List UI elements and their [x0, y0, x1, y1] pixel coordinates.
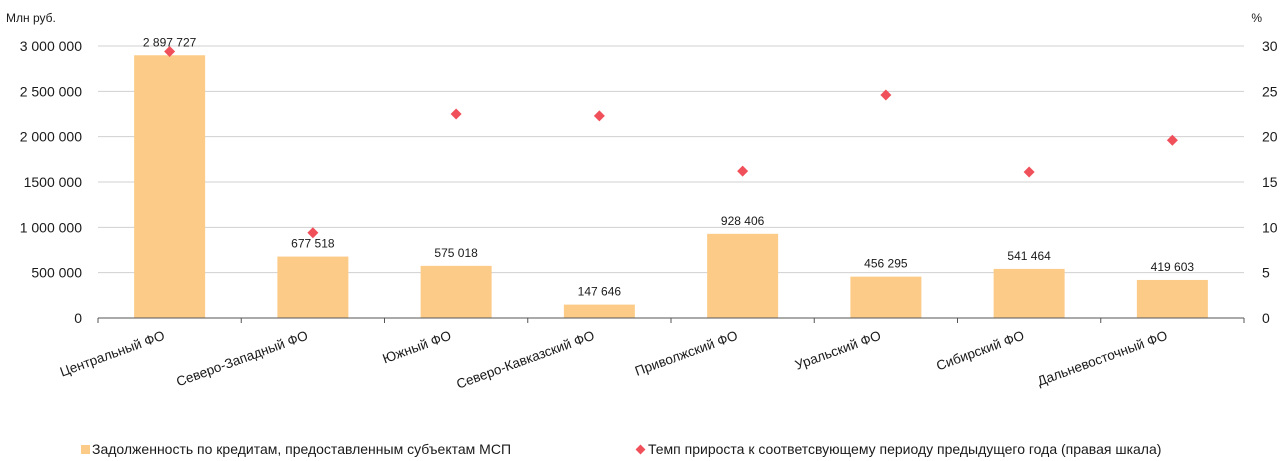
- left-tick-label: 1500 000: [24, 174, 83, 190]
- bar-value-label: 541 464: [1007, 249, 1051, 263]
- left-tick-label: 3 000 000: [20, 38, 82, 54]
- legend-bar-swatch: [81, 444, 90, 454]
- growth-rate-marker: [880, 89, 892, 101]
- bar: [850, 276, 922, 318]
- bar-value-label: 677 518: [291, 237, 335, 251]
- bar-value-label: 2 897 727: [143, 35, 197, 49]
- growth-rate-marker: [307, 227, 319, 239]
- bar: [420, 265, 492, 318]
- category-label: Уральский ФО: [793, 328, 883, 373]
- bar: [707, 233, 779, 318]
- category-label: Северо-Западный ФО: [174, 328, 310, 390]
- left-tick-label: 0: [74, 310, 82, 326]
- category-label: Дальневосточный ФО: [1035, 328, 1169, 389]
- category-label: Южный ФО: [380, 328, 453, 367]
- growth-rate-marker: [1166, 134, 1178, 146]
- growth-rate-marker: [593, 110, 605, 122]
- bar-value-label: 575 018: [434, 246, 478, 260]
- right-tick-label: 10: [1262, 219, 1278, 235]
- legend-markers-label: Темп прироста к соответсвующему периоду …: [648, 441, 1162, 457]
- right-tick-label: 20: [1262, 129, 1278, 145]
- legend-item-markers: Темп прироста к соответсвующему периоду …: [635, 441, 1162, 457]
- growth-rate-marker: [450, 108, 462, 120]
- bar: [993, 268, 1065, 318]
- bar: [134, 55, 206, 318]
- right-tick-label: 25: [1262, 83, 1278, 99]
- growth-rate-marker: [1023, 166, 1035, 178]
- right-axis-unit: %: [1251, 11, 1262, 25]
- bar-value-label: 147 646: [578, 285, 622, 299]
- category-label: Северо-Кавказский ФО: [454, 328, 596, 392]
- growth-rate-marker: [737, 165, 749, 177]
- bar-value-label: 419 603: [1151, 260, 1195, 274]
- chart-plot-area: 0 500 000 1 000 000 1500 000 2 000 000 2 500 …: [6, 11, 1278, 392]
- category-label: Центральный ФО: [58, 328, 167, 380]
- legend: Задолженность по кредитам, предоставленн…: [0, 441, 1280, 461]
- left-tick-label: 2 500 000: [20, 83, 82, 99]
- left-axis-unit: Млн руб.: [6, 11, 56, 25]
- legend-item-bars: Задолженность по кредитам, предоставленн…: [81, 441, 511, 457]
- bar-value-label: 456 295: [864, 257, 908, 271]
- growth-rate-marker: [164, 45, 176, 57]
- bar: [1136, 279, 1208, 318]
- legend-bars-label: Задолженность по кредитам, предоставленн…: [92, 441, 512, 457]
- right-tick-label: 0: [1262, 310, 1270, 326]
- right-tick-label: 15: [1262, 174, 1278, 190]
- legend-diamond-swatch: [635, 444, 646, 454]
- category-label: Приволжский ФО: [633, 328, 740, 379]
- left-tick-label: 500 000: [31, 265, 82, 281]
- right-tick-label: 30: [1262, 38, 1278, 54]
- bar-value-label: 928 406: [721, 214, 765, 228]
- right-tick-label: 5: [1262, 265, 1270, 281]
- bar: [277, 256, 349, 318]
- left-tick-label: 1 000 000: [20, 219, 82, 235]
- category-label: Сибирский ФО: [934, 328, 1026, 374]
- bar: [563, 304, 635, 318]
- left-tick-label: 2 000 000: [20, 129, 82, 145]
